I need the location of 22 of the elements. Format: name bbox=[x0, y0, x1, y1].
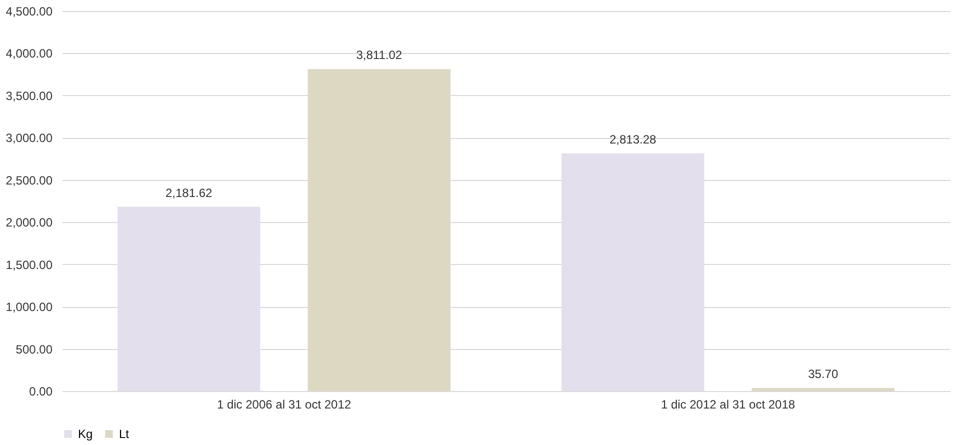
bar bbox=[562, 153, 704, 391]
y-tick-label: 2,000.00 bbox=[6, 216, 53, 230]
data-label: 2,813.28 bbox=[610, 132, 657, 146]
y-tick-label: 4,000.00 bbox=[6, 46, 53, 61]
y-tick-label: 4,500.00 bbox=[6, 4, 53, 18]
bar bbox=[308, 69, 450, 391]
y-tick-label: 3,000.00 bbox=[6, 131, 53, 146]
x-tick-label: 1 dic 2012 al 31 oct 2018 bbox=[660, 398, 796, 412]
bar bbox=[752, 388, 894, 391]
legend-label: Kg bbox=[78, 427, 93, 441]
y-tick-label: 0.00 bbox=[29, 384, 53, 398]
data-label: 3,811.02 bbox=[356, 48, 402, 62]
x-tick-label: 1 dic 2006 al 31 oct 2012 bbox=[216, 398, 352, 412]
y-tick-label: 1,000.00 bbox=[6, 300, 53, 314]
y-tick-label: 2,500.00 bbox=[6, 173, 53, 188]
legend-label: Lt bbox=[119, 427, 130, 441]
y-tick-label: 1,500.00 bbox=[6, 258, 53, 272]
y-tick-label: 3,500.00 bbox=[6, 88, 53, 103]
bar bbox=[118, 206, 260, 391]
y-tick-label: 500.00 bbox=[16, 342, 53, 356]
data-label: 2,181.62 bbox=[166, 186, 213, 200]
data-label: 35.70 bbox=[808, 366, 838, 381]
